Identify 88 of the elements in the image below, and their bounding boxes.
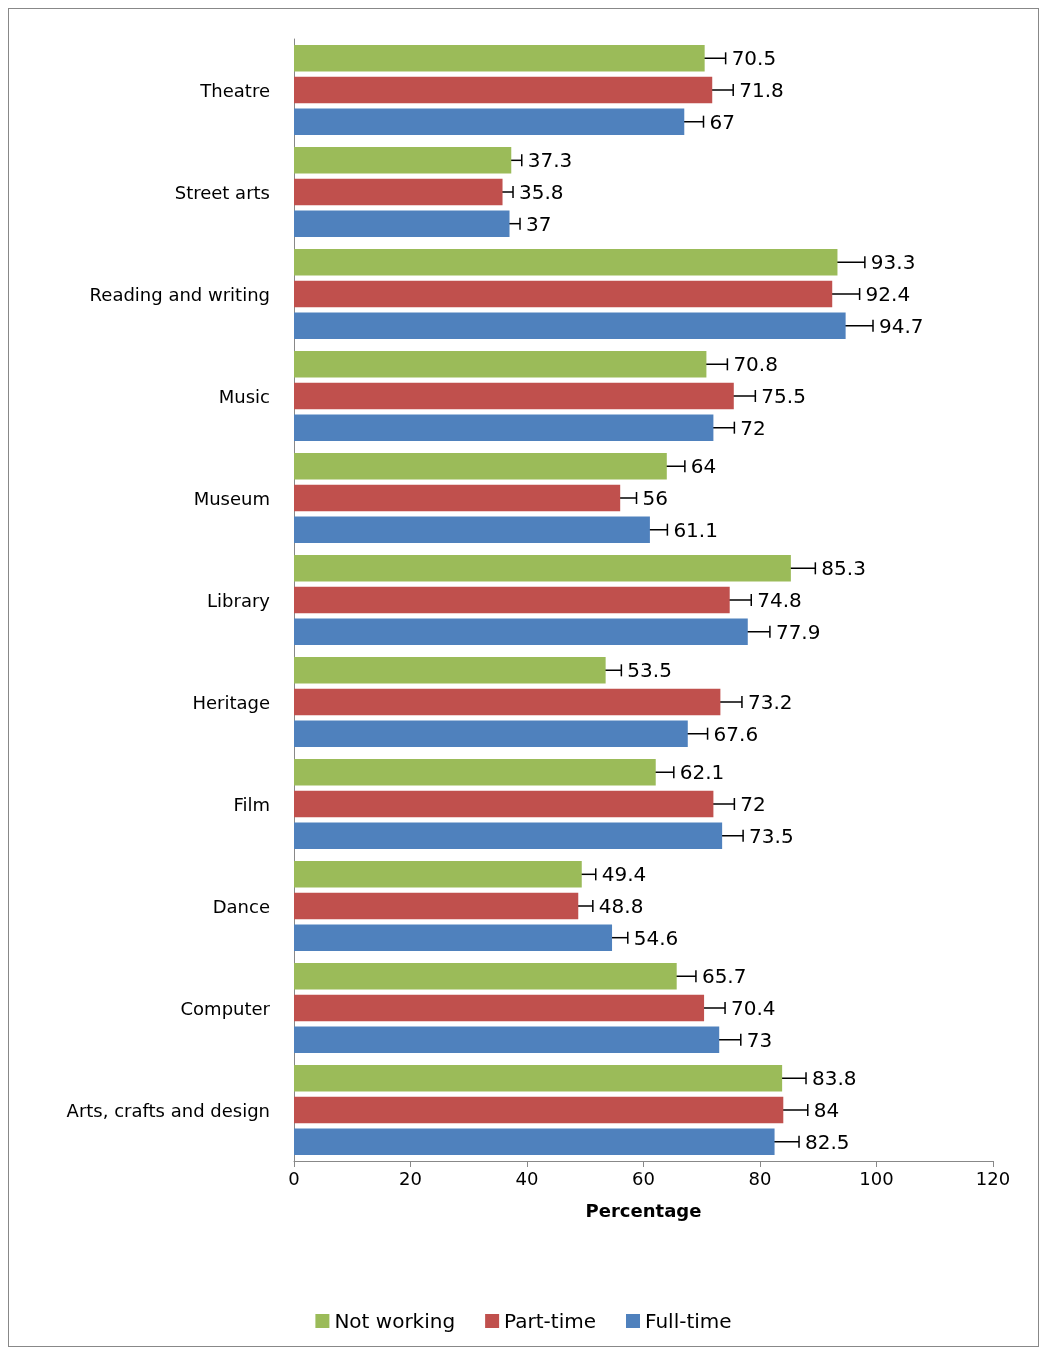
data-label: 62.1	[679, 760, 725, 785]
y-tick-label: Computer	[180, 997, 271, 1019]
bar	[294, 484, 621, 512]
bar	[294, 414, 714, 441]
y-tick-label: Music	[218, 385, 270, 407]
data-label: 54.6	[633, 925, 679, 950]
bar	[294, 586, 730, 614]
bar	[294, 516, 650, 543]
x-tick-label: 60	[632, 1167, 655, 1189]
x-tick-label: 100	[859, 1167, 894, 1189]
data-label: 71.8	[739, 78, 784, 102]
data-label: 61.1	[673, 517, 718, 542]
data-label: 73	[746, 1027, 773, 1052]
data-label: 70.8	[733, 352, 778, 377]
bar	[294, 892, 579, 920]
bar	[294, 453, 667, 480]
data-label: 92.4	[865, 282, 911, 306]
bar	[294, 1026, 720, 1053]
y-tick-label: Library	[207, 589, 271, 611]
data-label: 73.2	[747, 690, 793, 714]
data-label: 64	[690, 454, 717, 479]
data-label: 83.8	[812, 1066, 857, 1091]
bar	[294, 822, 723, 849]
bar	[294, 618, 748, 645]
x-tick-label: 120	[975, 1167, 1011, 1189]
data-label: 94.7	[879, 313, 924, 338]
data-label: 49.4	[601, 862, 647, 887]
bar	[294, 1065, 783, 1092]
bar	[294, 759, 656, 786]
bar	[294, 108, 685, 135]
bar	[294, 688, 721, 716]
y-tick-label: Street arts	[174, 181, 270, 203]
bar	[294, 790, 714, 818]
data-label: 70.5	[731, 46, 777, 71]
bar	[294, 249, 838, 276]
data-label: 65.7	[701, 964, 747, 989]
data-label: 85.3	[821, 556, 866, 581]
data-label: 77.9	[775, 619, 821, 644]
y-tick-label: Heritage	[192, 691, 270, 713]
x-tick-label: 80	[748, 1167, 772, 1189]
data-label: 70.4	[731, 996, 776, 1020]
data-label: 75.5	[761, 384, 806, 408]
bar	[294, 76, 713, 104]
bar	[294, 382, 734, 410]
bar	[294, 994, 705, 1022]
bar	[294, 1128, 775, 1155]
x-tick-label: 40	[515, 1167, 539, 1189]
bar	[294, 280, 833, 308]
data-label: 84	[813, 1098, 840, 1122]
data-label: 72	[740, 792, 766, 816]
y-tick-label: Theatre	[199, 79, 270, 101]
bar	[294, 657, 606, 684]
data-label: 93.3	[870, 250, 916, 275]
data-label: 53.5	[627, 658, 672, 683]
bar	[294, 720, 688, 747]
y-tick-label: Reading and writing	[89, 283, 270, 305]
y-tick-label: Dance	[212, 895, 270, 917]
data-label: 73.5	[749, 823, 794, 848]
x-axis-title: Percentage	[585, 1199, 702, 1221]
bar	[294, 178, 503, 206]
bar	[294, 924, 613, 951]
bar	[294, 1096, 784, 1124]
bar	[294, 147, 512, 174]
legend-label: Part-time	[504, 1309, 597, 1333]
bar	[294, 963, 677, 990]
legend-label: Not working	[334, 1309, 456, 1333]
y-tick-label: Film	[233, 793, 270, 815]
data-label: 72	[740, 415, 766, 440]
bar	[294, 861, 582, 888]
data-label: 67.6	[713, 721, 759, 746]
data-label: 37.3	[527, 148, 573, 173]
data-label: 82.5	[805, 1129, 850, 1154]
y-tick-label: Museum	[193, 487, 270, 509]
data-label: 37	[526, 211, 552, 236]
bar	[294, 351, 707, 378]
y-tick-label: Arts, crafts and design	[66, 1099, 270, 1121]
bar	[294, 555, 791, 582]
data-label: 67	[709, 109, 735, 134]
data-label: 35.8	[519, 180, 564, 204]
bar	[294, 312, 846, 339]
data-label: 56	[642, 486, 668, 510]
bar	[294, 210, 510, 237]
data-label: 74.8	[757, 588, 802, 612]
x-tick-label: 0	[288, 1167, 300, 1189]
data-label: 48.8	[598, 894, 644, 918]
legend-label: Full-time	[645, 1309, 732, 1333]
bar	[294, 45, 705, 72]
x-tick-label: 20	[399, 1167, 422, 1189]
